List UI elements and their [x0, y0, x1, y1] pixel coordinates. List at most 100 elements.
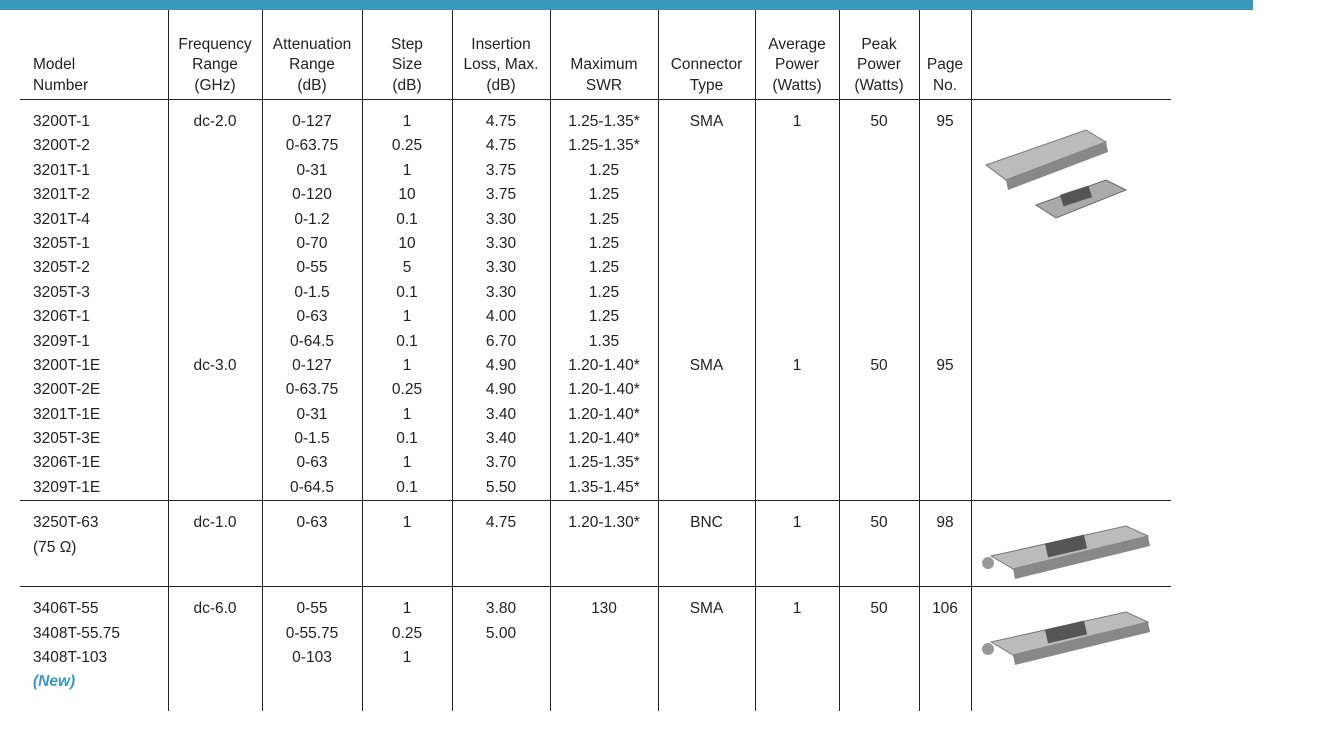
cell-line — [920, 159, 971, 183]
cell-line: dc-2.0 — [193, 113, 237, 130]
cell-line: 1.20-1.40* — [568, 356, 640, 374]
cell-line: 5 — [402, 259, 412, 277]
cell-line — [756, 378, 839, 402]
cell-line: 3209T-1E — [33, 478, 101, 496]
cell-line — [756, 305, 839, 329]
column-header: Step Size (dB) — [361, 10, 452, 100]
cell: SMA — [657, 586, 755, 711]
cell-line — [840, 451, 919, 475]
cell-line: 3209T-1 — [33, 332, 90, 350]
cell-line: 1.20-1.40* — [568, 381, 640, 399]
cell: SMA SMA — [657, 99, 755, 502]
cell: 0-55 0-55.75 0-103 — [261, 586, 362, 711]
cell-line — [840, 427, 919, 451]
row-group: 3200T-1 3200T-2 3201T-1 3201T-2 3201T-4 3205T… — [20, 99, 1171, 502]
cell-line: 1 — [402, 356, 412, 374]
cell-line: 0-63.75 — [285, 381, 339, 399]
cell-line — [920, 536, 971, 560]
cell-line — [169, 159, 262, 183]
cell-line — [840, 536, 919, 560]
cell-line: 0-70 — [296, 234, 328, 252]
cell-line: 0-31 — [296, 405, 328, 423]
cell-line: 0-120 — [292, 186, 332, 204]
cell-line: 50 — [870, 356, 888, 374]
cell-line: 0-31 — [296, 161, 328, 179]
cell-line: 50 — [870, 514, 888, 532]
cell-line: 0-63 — [296, 454, 328, 472]
cell: 1.25-1.35* 1.25-1.35* 1.25 1.25 1.25 1.25 1.25… — [549, 99, 658, 502]
cell-line — [169, 476, 262, 500]
cell: dc-6.0 — [167, 586, 262, 711]
cell-line — [840, 183, 919, 207]
cell-line: 5.50 — [485, 478, 517, 496]
cell-line — [920, 134, 971, 158]
column-header: Attenuation Range (dB) — [261, 10, 362, 100]
cell: 50 — [838, 586, 919, 711]
image-cell — [970, 500, 1171, 588]
cell-line: 3.40 — [485, 430, 517, 448]
cell-line — [659, 232, 755, 256]
cell-line — [756, 476, 839, 500]
cell-line: 1.25-1.35* — [568, 137, 640, 155]
cell-line — [659, 330, 755, 354]
cell-line: 0.1 — [396, 478, 418, 496]
cell-line: 95 — [936, 356, 954, 374]
cell-line: 0.1 — [396, 210, 418, 228]
cell-line — [659, 159, 755, 183]
cell-line: 3201T-1 — [33, 161, 90, 179]
cell-line — [840, 159, 919, 183]
cell-line: 3200T-2 — [33, 137, 90, 155]
cell-line: 0-63 — [296, 514, 328, 532]
cell-line: 1.25-1.35* — [568, 113, 640, 130]
row-group: 3250T-63 (75 Ω) dc-1.0 0-63 1 4.75 1.20-1.30* B… — [20, 500, 1171, 588]
cell-line: 3408T-55.75 — [33, 624, 121, 642]
product-photo — [985, 129, 1128, 219]
cell-line — [756, 622, 839, 646]
cell-line — [659, 281, 755, 305]
cell-line: 50 — [870, 113, 888, 130]
cell-line — [169, 622, 262, 646]
cell-line: dc-6.0 — [193, 600, 237, 618]
cell-line: 0.1 — [396, 430, 418, 448]
cell: dc-1.0 — [167, 500, 262, 588]
cell: 50 50 — [838, 99, 919, 502]
cell-line: 1 — [402, 649, 412, 667]
cell-line: 0-55 — [296, 600, 328, 618]
cell-line: 0-63.75 — [285, 137, 339, 155]
cell-line — [756, 208, 839, 232]
cell-line: 1 — [792, 356, 802, 374]
cell-line: 3205T-3 — [33, 283, 90, 301]
cell-line: SMA — [689, 113, 724, 130]
cell: 106 — [918, 586, 971, 711]
cell-line — [840, 256, 919, 280]
cell: 0-127 0-63.75 0-31 0-120 0-1.2 0-70 0-55 0-1.5 0… — [261, 99, 362, 502]
cell-line: 1 — [402, 113, 412, 130]
cell-line: 1.25 — [588, 308, 620, 326]
cell-line: 1 — [402, 405, 412, 423]
cell-line: 3.40 — [485, 405, 517, 423]
cell-line: 0.25 — [391, 624, 423, 642]
cell-line — [659, 378, 755, 402]
cell-line: 3.75 — [485, 161, 517, 179]
cell-line — [840, 305, 919, 329]
cell: 4.75 4.75 3.75 3.75 3.30 3.30 3.30 3.30 4.00 6.70… — [451, 99, 550, 502]
cell-line: 1.25 — [588, 283, 620, 301]
spec-table: Model Number Frequency Range (GHz) Attenua… — [20, 10, 1171, 711]
cell-line: 3200T-2E — [33, 381, 101, 399]
cell-line — [659, 183, 755, 207]
cell-line — [840, 281, 919, 305]
product-photo — [982, 525, 1151, 580]
cell-line: 3205T-3E — [33, 430, 101, 448]
cell-line — [840, 232, 919, 256]
cell-line: 4.90 — [485, 356, 517, 374]
cell-line: 3200T-1E — [33, 356, 101, 374]
cell-line — [920, 476, 971, 500]
cell: 3200T-1 3200T-2 3201T-1 3201T-2 3201T-4 3205T… — [20, 99, 168, 502]
cell-line: 3201T-2 — [33, 186, 90, 204]
cell-line — [756, 134, 839, 158]
cell-line: 1.25 — [588, 259, 620, 277]
cell-line — [169, 208, 262, 232]
cell-line: 50 — [870, 600, 888, 618]
cell-line: 1.35-1.45* — [568, 478, 640, 496]
